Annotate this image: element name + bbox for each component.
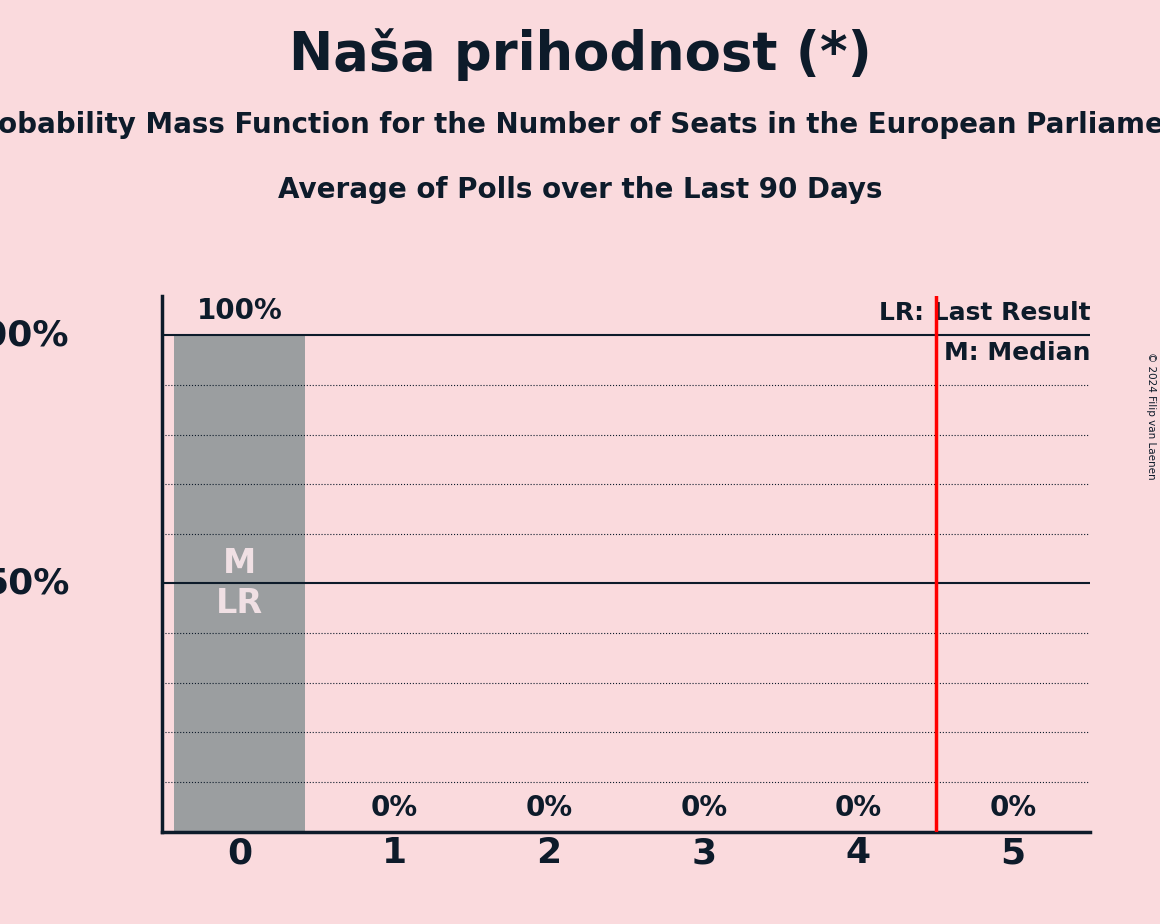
Text: 0%: 0%	[680, 794, 727, 821]
Text: Naša prihodnost (*): Naša prihodnost (*)	[289, 28, 871, 80]
Text: LR: Last Result: LR: Last Result	[879, 300, 1090, 324]
Text: M: Median: M: Median	[944, 341, 1090, 365]
Text: 100%: 100%	[0, 319, 70, 352]
Text: © 2024 Filip van Laenen: © 2024 Filip van Laenen	[1146, 352, 1155, 480]
Text: 0%: 0%	[525, 794, 573, 821]
Text: 50%: 50%	[0, 566, 70, 601]
Text: 100%: 100%	[197, 298, 283, 325]
Text: 0%: 0%	[835, 794, 882, 821]
Bar	[174, 335, 305, 832]
Text: Probability Mass Function for the Number of Seats in the European Parliament: Probability Mass Function for the Number…	[0, 111, 1160, 139]
Text: 0%: 0%	[989, 794, 1037, 821]
Text: M
LR: M LR	[216, 547, 263, 620]
Text: Average of Polls over the Last 90 Days: Average of Polls over the Last 90 Days	[277, 176, 883, 203]
Text: 0%: 0%	[371, 794, 418, 821]
